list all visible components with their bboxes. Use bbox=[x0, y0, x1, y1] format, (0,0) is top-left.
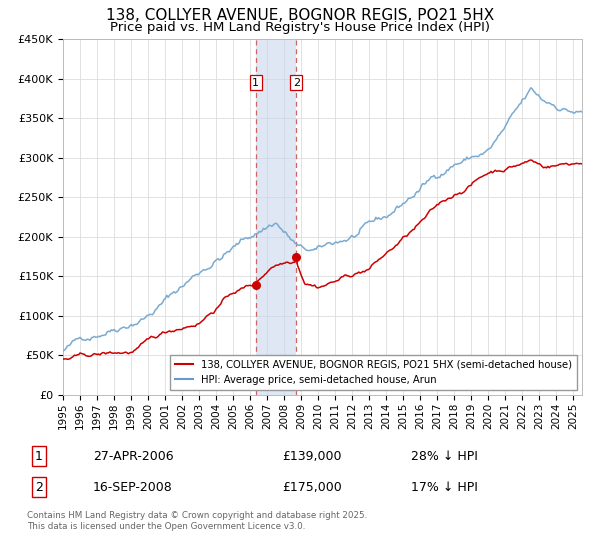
Text: Price paid vs. HM Land Registry's House Price Index (HPI): Price paid vs. HM Land Registry's House … bbox=[110, 21, 490, 34]
Bar bbox=[256, 39, 296, 395]
Text: 27-APR-2006: 27-APR-2006 bbox=[93, 450, 173, 463]
Text: 2: 2 bbox=[35, 480, 43, 494]
Legend: 138, COLLYER AVENUE, BOGNOR REGIS, PO21 5HX (semi-detached house), HPI: Average : 138, COLLYER AVENUE, BOGNOR REGIS, PO21 … bbox=[170, 355, 577, 390]
Text: 2: 2 bbox=[293, 78, 300, 88]
Text: £139,000: £139,000 bbox=[282, 450, 341, 463]
Text: 1: 1 bbox=[252, 78, 259, 88]
Text: 28% ↓ HPI: 28% ↓ HPI bbox=[411, 450, 478, 463]
Text: 138, COLLYER AVENUE, BOGNOR REGIS, PO21 5HX: 138, COLLYER AVENUE, BOGNOR REGIS, PO21 … bbox=[106, 8, 494, 24]
Text: £175,000: £175,000 bbox=[282, 480, 342, 494]
Text: Contains HM Land Registry data © Crown copyright and database right 2025.
This d: Contains HM Land Registry data © Crown c… bbox=[27, 511, 367, 531]
Text: 1: 1 bbox=[35, 450, 43, 463]
Text: 17% ↓ HPI: 17% ↓ HPI bbox=[411, 480, 478, 494]
Text: 16-SEP-2008: 16-SEP-2008 bbox=[93, 480, 173, 494]
